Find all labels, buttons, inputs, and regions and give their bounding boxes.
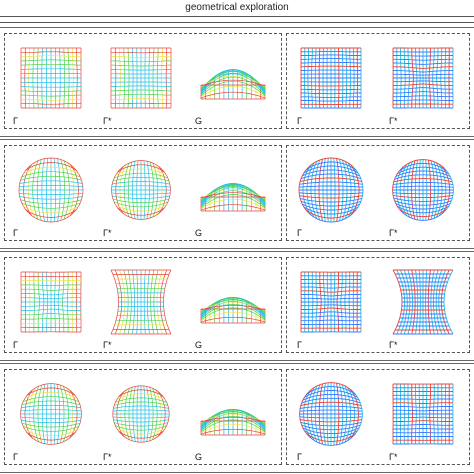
figure-label: Γ [297,116,302,126]
figure-label: Γ* [103,228,112,238]
row-4: Γ Γ* G Γ Γ* [0,363,474,473]
panel-geometric-variant: Γ Γ* [286,33,470,129]
figure-label: Γ* [389,452,398,462]
figure-gamma-star [112,385,170,443]
figure-label: Γ [13,340,18,350]
grid-mesh [298,157,364,223]
figure-gamma [20,383,82,445]
figure-label: Γ* [389,116,398,126]
grid-mesh [20,271,82,333]
header-rule-top [0,16,474,17]
figure-label: Γ [297,340,302,350]
figure-gamma-star [392,269,454,335]
figure-gamma [20,271,82,333]
grid-mesh [112,385,170,443]
figure-gamma-star [110,47,172,109]
figure-gamma-star [392,159,454,221]
row-rule [0,139,474,140]
figure-label: Γ [297,228,302,238]
grid-mesh [300,47,362,109]
figure-label: Γ* [103,116,112,126]
row-rule [0,363,474,364]
panel-planar-analysis: Γ Γ* G [4,257,282,353]
panel-geometric-variant: Γ Γ* [286,369,470,465]
grid-mesh [111,160,171,220]
page-title: geometrical exploration [185,2,289,13]
figure-label: Γ [297,452,302,462]
figure-label: G [195,452,203,462]
grid-mesh [392,159,454,221]
figure-gamma [299,382,363,446]
figure-gamma [298,157,364,223]
figure-label: Γ* [389,340,398,350]
figure-label: G [195,340,203,350]
figure-label: Γ [13,452,18,462]
figure-label: Γ* [389,228,398,238]
row-rule [0,136,474,137]
grid-mesh [200,183,266,212]
figure-gamma [18,157,84,223]
grid-mesh [20,47,82,109]
grid-mesh [110,269,172,335]
row-rule [0,248,474,249]
grid-mesh [20,383,82,445]
figure-label: Γ [13,228,18,238]
figure-label: Γ [13,116,18,126]
panel-geometric-variant: Γ Γ* [286,145,470,241]
figure-gamma [300,271,362,333]
figure-label: G [195,116,203,126]
figure-label: G [195,228,203,238]
row-3: Γ Γ* G Γ Γ* [0,251,474,361]
figure-gamma [20,47,82,109]
figure-g-surface [200,183,266,212]
grid-mesh [392,383,454,445]
panel-planar-analysis: Γ Γ* G [4,145,282,241]
panel-planar-analysis: Γ Γ* G [4,369,282,465]
panel-planar-analysis: Γ Γ* G [4,33,282,129]
grid-mesh [300,271,362,333]
row-rule [0,472,474,473]
figure-label: Γ* [103,340,112,350]
figure-g-surface [200,409,266,436]
grid-mesh [18,157,84,223]
row-1: Γ Γ* G Γ Γ* [0,27,474,137]
figure-gamma-star [392,383,454,445]
grid-mesh [200,409,266,436]
header-rule-bottom [0,22,474,23]
grid-mesh [200,297,266,324]
row-2: Γ Γ* G Γ Γ* [0,139,474,249]
row-rule [0,27,474,28]
grid-mesh [392,269,454,335]
figure-gamma-star [111,160,171,220]
figure-gamma [300,47,362,109]
row-rule [0,251,474,252]
grid-mesh [392,47,454,109]
figure-g-surface [200,69,266,100]
grid-mesh [200,69,266,100]
figure-g-surface [200,297,266,324]
figure-gamma-star [110,269,172,335]
figure-label: Γ* [103,452,112,462]
row-rule [0,360,474,361]
grid-mesh [110,47,172,109]
figure-gamma-star [392,47,454,109]
grid-mesh [299,382,363,446]
panel-geometric-variant: Γ Γ* [286,257,470,353]
